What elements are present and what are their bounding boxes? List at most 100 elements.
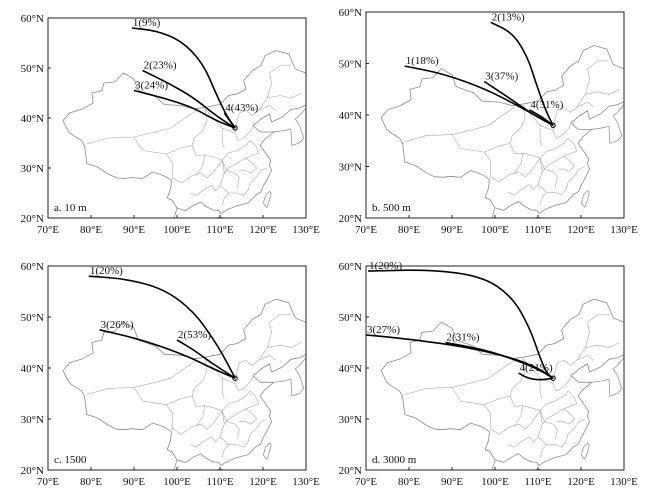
map-panel-b: 2(13%) 1(18%) 3(37%) 4(31%) 70°E 80°E 90°E 100°… [339,7,638,236]
province-boundary [267,314,291,348]
province-boundary [189,410,225,448]
province-boundary [196,405,206,427]
panel-frame [47,265,307,471]
taiwan-outline [581,190,590,208]
province-boundary [221,410,240,440]
province-boundary [539,120,573,139]
x-tick-label: 120°E [249,476,277,488]
trajectory-label: 3(24%) [135,80,168,92]
trajectory-label: 4(21%) [520,362,553,374]
x-tick-label: 120°E [249,224,277,236]
trajectory-label: 1(20%) [90,265,123,277]
x-tick-label: 70°E [37,476,59,488]
x-tick-label: 80°E [398,476,420,488]
province-boundary [404,360,515,395]
y-tick-label: 60°N [21,13,44,25]
coastline [173,459,178,470]
y-tick-label: 40°N [339,363,362,375]
province-boundary [576,89,620,108]
province-boundary [539,158,558,188]
province-boundary [484,358,526,405]
trajectory-label: 2(23%) [144,60,177,72]
province-boundary [166,108,208,155]
province-boundary [239,408,258,425]
province-boundary [86,110,197,145]
panel-frame [365,11,625,219]
province-boundary [576,342,620,361]
taiwan-outline [263,442,272,460]
province-boundary [484,105,526,153]
province-boundary [166,358,208,405]
y-tick-label: 20°N [21,465,44,477]
y-tick-label: 40°N [21,363,44,375]
basemap [62,275,306,470]
trajectory-label: 3(37%) [485,71,518,83]
province-boundary [557,408,575,425]
x-tick-label: 100°E [163,476,191,488]
trajectory-label: 2(31%) [447,332,480,344]
x-tick-label: 110°E [206,476,233,488]
x-tick-label: 90°E [123,476,145,488]
y-tick-label: 30°N [21,414,44,426]
trajectory-path [404,65,554,126]
province-boundary [234,354,277,384]
province-boundary [267,65,291,99]
province-boundary [507,158,543,196]
province-boundary [537,166,586,196]
panel-label: b. 500 m [372,202,411,214]
panel-label: d. 3000 m [372,454,417,466]
panel-label: a. 10 m [54,202,87,214]
trajectory-label: 1(9%) [133,17,161,29]
province-boundary [539,372,573,392]
province-boundary [490,400,556,435]
province-boundary [509,395,541,412]
origin-marker [550,375,556,381]
y-tick-label: 60°N [339,261,362,273]
province-boundary [585,314,609,348]
y-tick-label: 30°N [339,414,362,426]
trajectory-path [99,329,236,379]
province-boundary [221,444,229,458]
province-boundary [86,360,197,395]
x-tick-label: 120°E [567,224,595,236]
trajectory-path [528,109,554,126]
province-boundary [189,159,225,196]
province-boundary [542,137,578,172]
y-tick-label: 60°N [21,261,44,273]
x-tick-label: 80°E [80,476,102,488]
y-tick-label: 30°N [21,163,44,175]
province-boundary [542,390,578,425]
trajectory-path [142,69,236,129]
trajectory-path [223,112,236,129]
province-boundary [585,60,609,95]
province-boundary [219,418,268,448]
province-boundary [258,92,302,111]
province-boundary [191,395,223,412]
x-tick-label: 130°E [292,224,320,236]
x-tick-label: 80°E [80,224,102,236]
province-boundary [196,154,206,176]
province-boundary [537,418,586,448]
y-tick-label: 40°N [21,113,44,125]
china-border [380,298,624,466]
x-tick-label: 90°E [123,224,145,236]
province-boundary [514,405,524,427]
basemap [380,21,624,218]
x-tick-label: 100°E [481,476,509,488]
x-tick-label: 100°E [163,224,191,236]
trajectory-path [490,21,554,126]
panel-label: c. 1500 [54,454,87,466]
trajectory-path [368,269,554,379]
china-border [62,50,306,215]
coastline [591,104,624,144]
trajectory-path [133,89,236,129]
origin-marker [550,122,556,129]
x-tick-label: 70°E [355,224,377,236]
province-boundary [222,372,255,392]
y-tick-label: 20°N [339,213,362,225]
trajectory-label: 4(43%) [225,102,258,114]
x-tick-label: 130°E [610,224,638,236]
x-tick-label: 70°E [37,224,59,236]
origin-marker [232,375,238,381]
province-boundary [221,159,240,189]
